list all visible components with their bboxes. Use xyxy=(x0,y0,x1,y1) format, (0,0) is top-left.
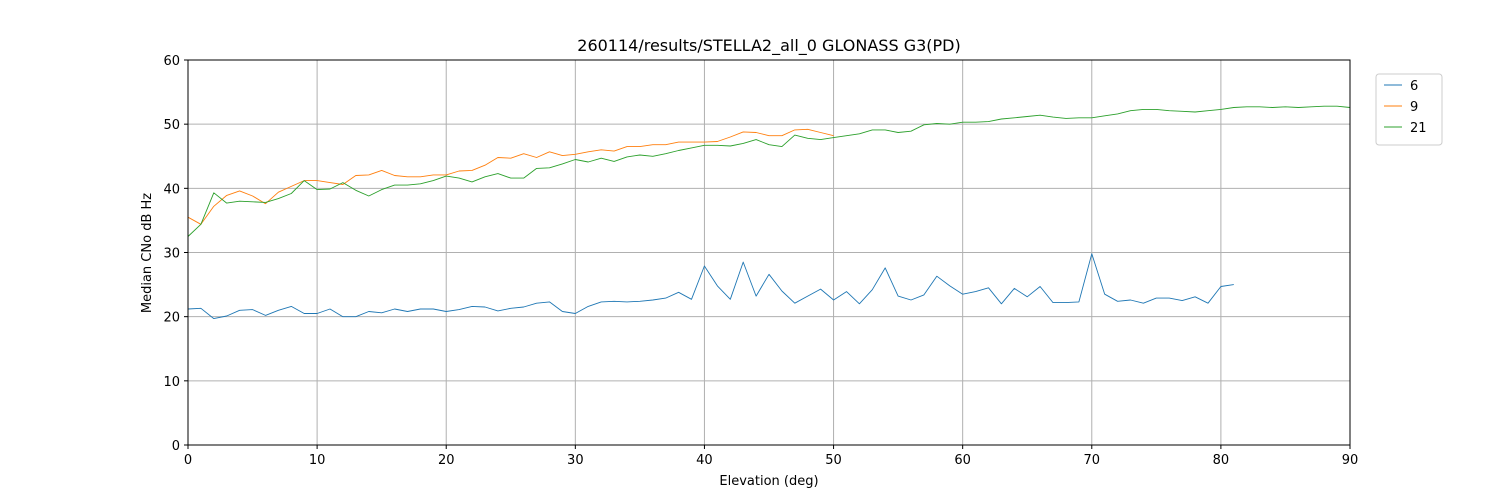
series-layer xyxy=(187,105,1351,320)
y-tick-label: 60 xyxy=(163,54,180,69)
y-tick-label: 30 xyxy=(163,247,180,262)
x-tick-label: 90 xyxy=(1342,453,1359,468)
chart-title: 260114/results/STELLA2_all_0 GLONASS G3(… xyxy=(577,36,960,56)
x-axis: 0 10 20 30 40 50 60 70 80 90 xyxy=(184,445,1358,468)
x-tick-label: 20 xyxy=(438,453,455,468)
x-tick-label: 50 xyxy=(825,453,842,468)
legend-label: 9 xyxy=(1410,100,1418,115)
x-tick-label: 40 xyxy=(696,453,713,468)
x-tick-label: 30 xyxy=(567,453,584,468)
series-line-6 xyxy=(187,253,1234,320)
y-axis-label: Median CNo dB Hz xyxy=(140,193,155,313)
grid xyxy=(187,59,1351,446)
y-tick-label: 0 xyxy=(172,439,180,454)
legend: 6 9 21 xyxy=(1375,73,1443,146)
x-tick-label: 10 xyxy=(309,453,326,468)
legend-label: 21 xyxy=(1410,121,1427,136)
y-tick-label: 10 xyxy=(163,375,180,390)
series-line-21 xyxy=(187,105,1351,237)
y-axis: 0 10 20 30 40 50 60 xyxy=(163,54,188,454)
x-tick-label: 80 xyxy=(1213,453,1230,468)
x-tick-label: 70 xyxy=(1084,453,1101,468)
x-tick-label: 0 xyxy=(184,453,192,468)
series-line-9 xyxy=(187,128,834,225)
y-tick-label: 50 xyxy=(163,118,180,133)
legend-label: 6 xyxy=(1410,79,1418,94)
y-tick-label: 40 xyxy=(163,182,180,197)
x-tick-label: 60 xyxy=(954,453,971,468)
x-axis-label: Elevation (deg) xyxy=(719,474,818,489)
y-tick-label: 20 xyxy=(163,311,180,326)
